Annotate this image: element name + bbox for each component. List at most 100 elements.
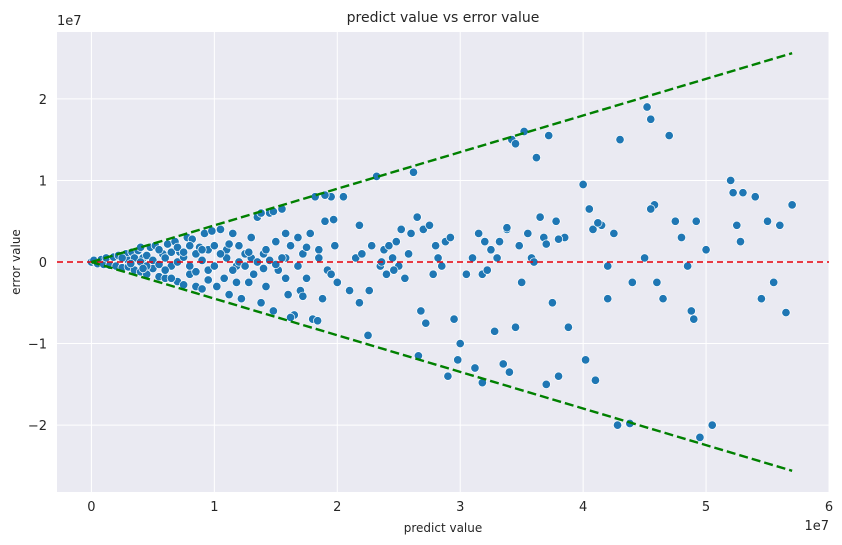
data-point [231, 277, 242, 287]
data-point [590, 375, 600, 385]
data-point [212, 281, 222, 292]
data-point [197, 255, 207, 265]
data-point [502, 223, 512, 233]
data-point [581, 355, 591, 365]
data-point [286, 241, 296, 251]
data-point [166, 247, 176, 257]
data-point [554, 234, 564, 244]
x-tick-label: 1 [210, 500, 218, 515]
y-offset-label: 1e7 [57, 14, 82, 29]
data-point [281, 273, 291, 283]
data-point [293, 261, 303, 271]
data-point [523, 228, 533, 239]
data-point [750, 192, 760, 202]
x-tick-label: 5 [702, 500, 710, 515]
y-axis-label: error value [9, 229, 23, 295]
data-point [261, 281, 271, 292]
data-point [329, 215, 339, 225]
data-point [224, 239, 234, 249]
data-point [293, 232, 303, 243]
data-point [215, 224, 226, 234]
data-point [504, 367, 514, 377]
data-point [482, 265, 492, 275]
data-point [735, 237, 746, 247]
data-point [197, 245, 207, 255]
data-point [461, 269, 471, 279]
x-axis-label: predict value [404, 521, 483, 535]
data-point [400, 273, 410, 283]
data-point [388, 253, 398, 263]
data-point [228, 265, 238, 275]
data-point [480, 237, 490, 247]
data-point [424, 220, 435, 230]
data-point [535, 212, 545, 222]
data-point [305, 228, 315, 239]
chart-title: predict value vs error value [347, 10, 540, 26]
reference-lines [57, 52, 829, 472]
data-point [332, 277, 342, 287]
data-point [640, 253, 650, 263]
data-point [320, 216, 330, 226]
data-point [455, 339, 465, 349]
data-point [326, 269, 336, 279]
data-point [517, 277, 527, 287]
data-point [664, 131, 674, 141]
x-tick-label: 2 [333, 500, 341, 515]
data-point [603, 261, 613, 271]
data-point [728, 188, 738, 198]
data-point [142, 250, 152, 261]
x-offset-label: 1e7 [804, 519, 829, 534]
data-point [404, 249, 414, 259]
x-tick-labels: 0 1 2 3 4 5 6 [87, 500, 833, 515]
data-point [578, 179, 588, 190]
data-point [615, 135, 625, 145]
data-point [683, 261, 693, 271]
data-point [301, 273, 312, 283]
data-point [492, 253, 502, 263]
data-point [166, 273, 176, 283]
data-point [541, 379, 551, 389]
data-point [726, 175, 736, 185]
data-point [593, 218, 603, 228]
data-point [126, 259, 136, 269]
data-point [364, 285, 374, 296]
data-point [406, 228, 416, 239]
data-point [138, 263, 148, 274]
data-point [769, 277, 779, 287]
data-point [707, 420, 717, 430]
data-point [658, 294, 668, 304]
data-point [433, 253, 443, 263]
data-point [642, 102, 652, 112]
data-point [588, 224, 598, 234]
data-point [354, 298, 364, 308]
y-tick-label: 0 [39, 256, 47, 271]
data-point [408, 167, 419, 177]
data-point [627, 277, 637, 287]
data-point [428, 269, 438, 279]
data-point [179, 247, 189, 257]
data-point [286, 312, 296, 323]
data-point [246, 232, 256, 243]
data-point [154, 245, 164, 255]
data-point [738, 188, 748, 198]
data-point [701, 245, 711, 255]
data-point [449, 314, 459, 324]
data-point [298, 291, 308, 301]
data-point [117, 253, 127, 263]
data-point [412, 212, 422, 222]
data-point [258, 263, 269, 274]
data-point [172, 242, 183, 252]
data-point [670, 216, 680, 226]
data-point [197, 284, 207, 294]
y-tick-label: −2 [28, 419, 47, 434]
data-points [86, 102, 797, 442]
data-point [431, 241, 441, 251]
data-point [453, 355, 463, 365]
y-tick-label: 1 [39, 174, 47, 189]
data-point [762, 216, 773, 226]
y-tick-label: 2 [39, 93, 47, 108]
data-point [234, 241, 244, 251]
data-point [317, 294, 328, 304]
data-point [215, 249, 226, 259]
data-point [363, 330, 373, 340]
